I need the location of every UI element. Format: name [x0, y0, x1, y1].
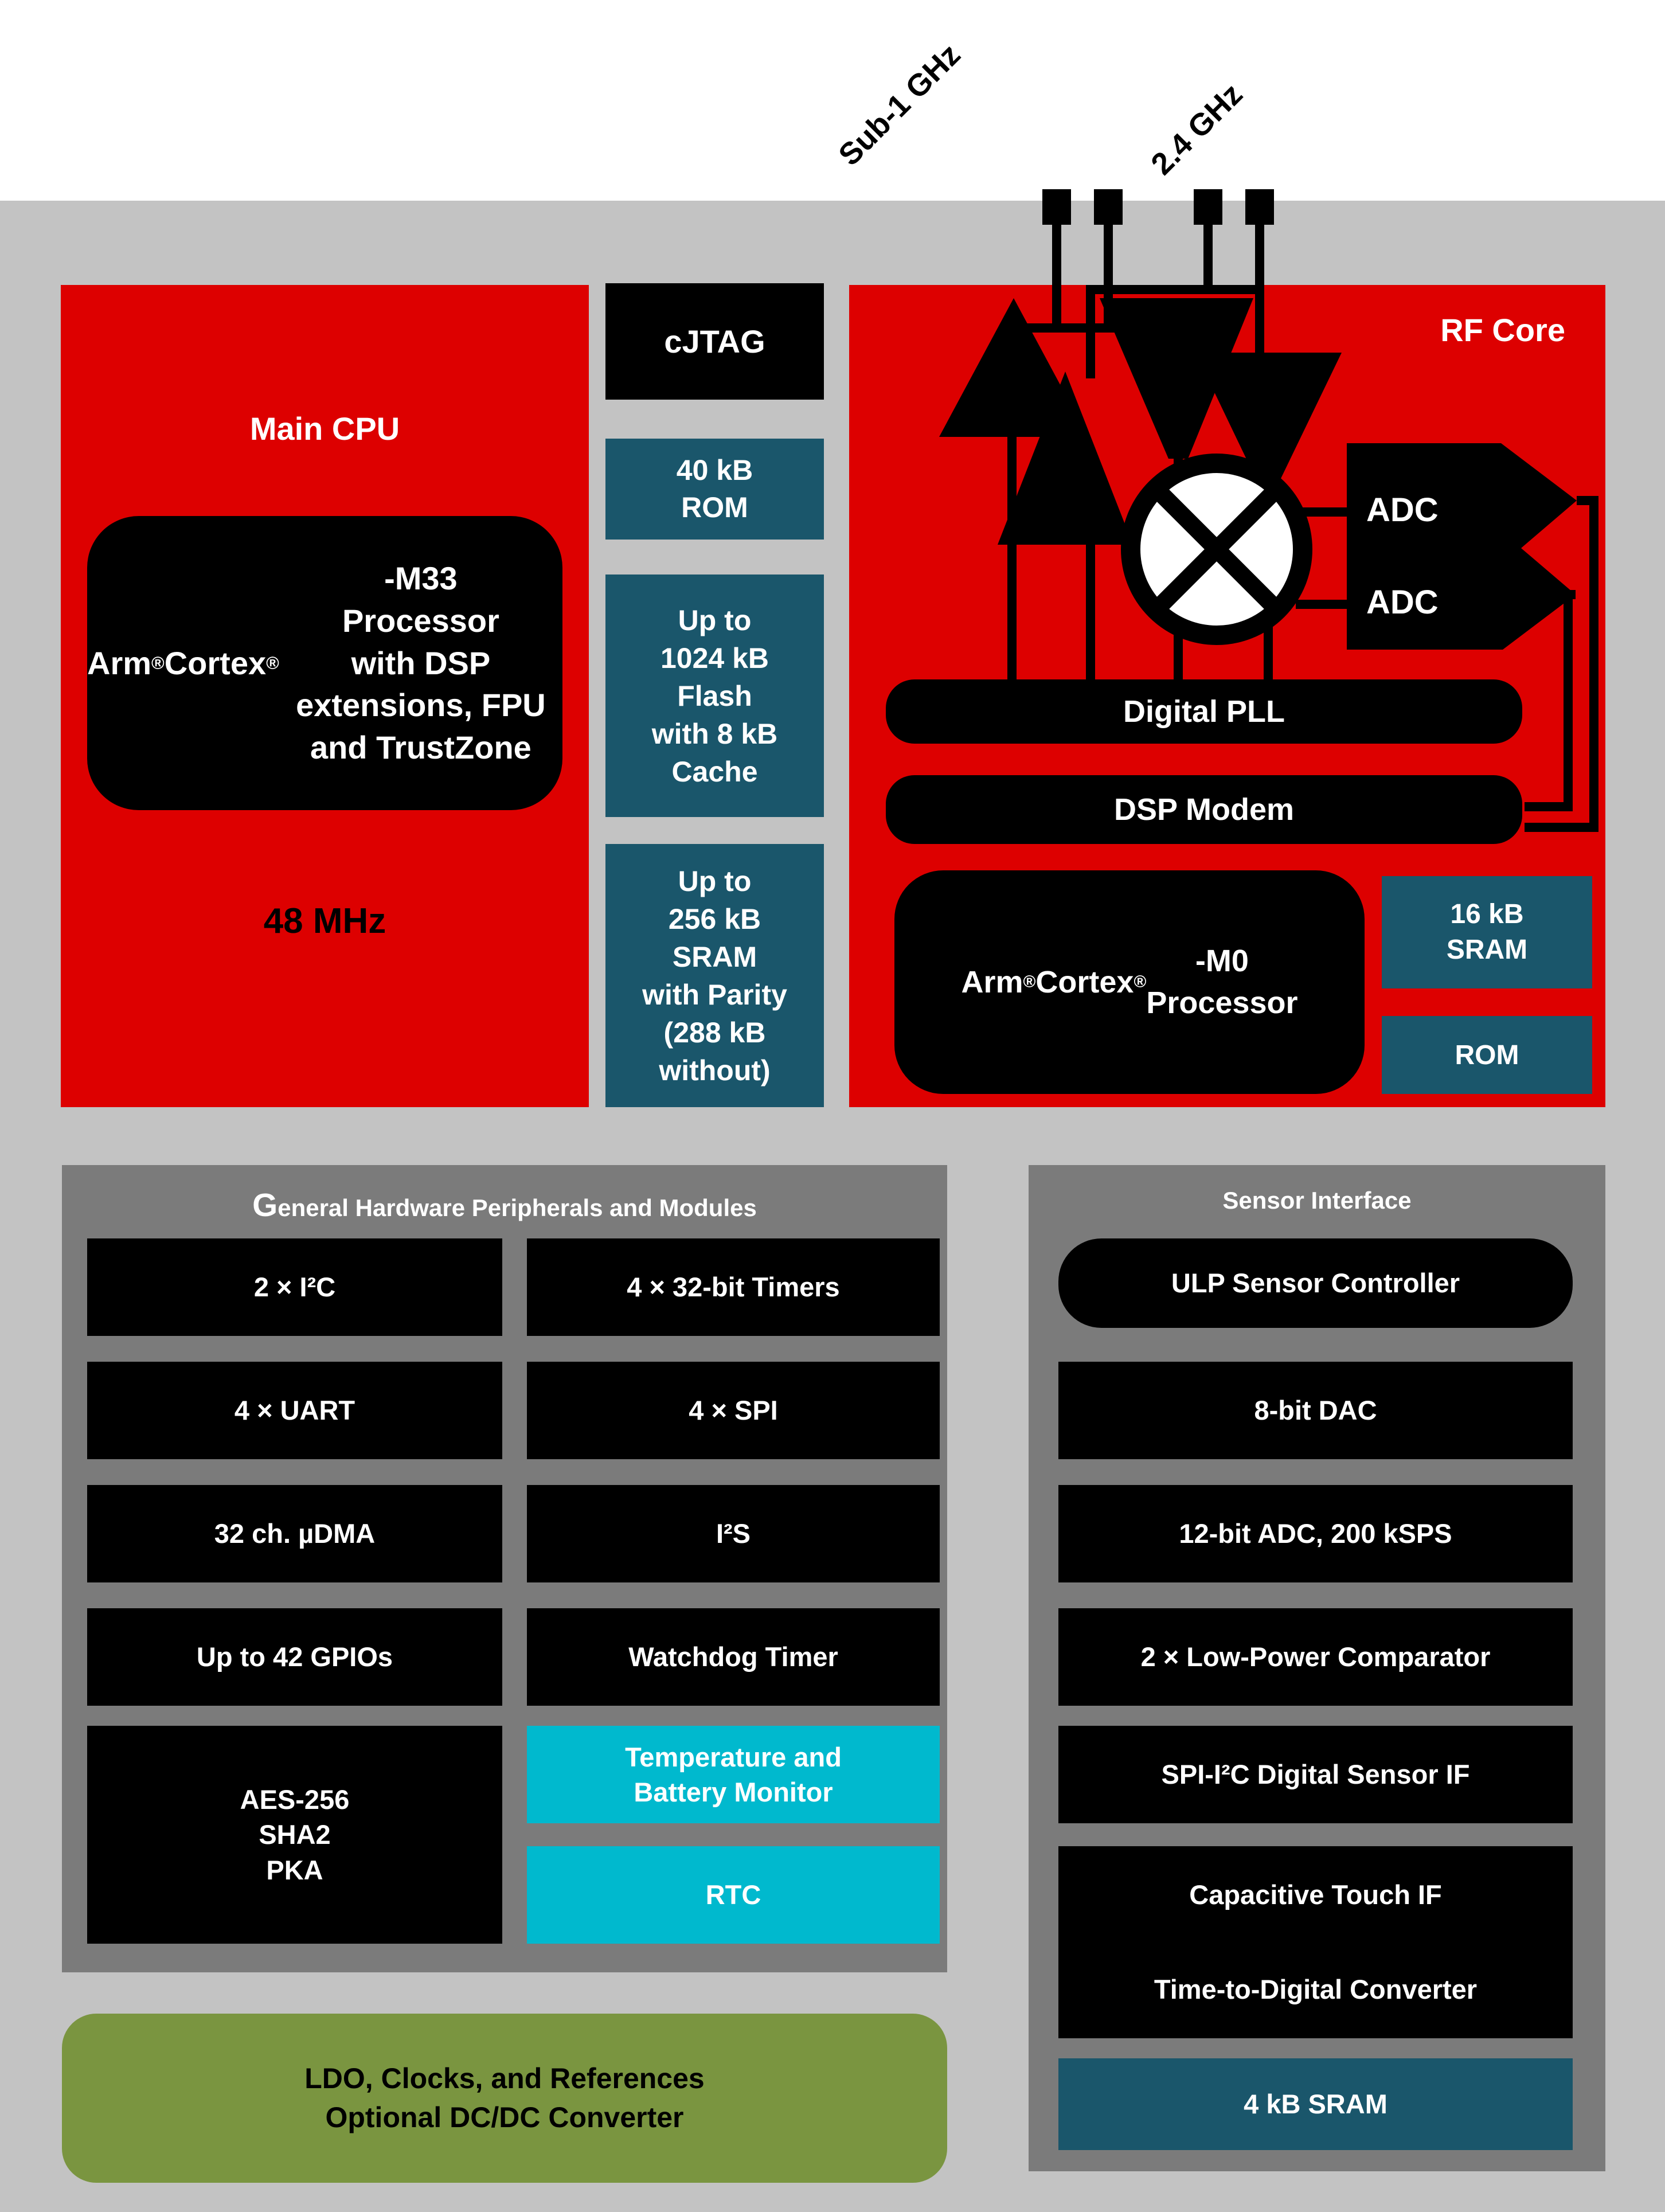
cjtag-block: cJTAG	[605, 283, 824, 400]
adc-label-bottom: ADC	[1366, 584, 1439, 621]
rom-40kb-block: 40 kB ROM	[605, 439, 824, 540]
sensor-sram-block: 4 kB SRAM	[1058, 2058, 1573, 2150]
flash-block: Up to 1024 kB Flash with 8 kB Cache	[605, 575, 824, 817]
udma-block: 32 ch. µDMA	[87, 1485, 502, 1582]
timers-block: 4 × 32-bit Timers	[527, 1238, 940, 1336]
i2s-block: I²S	[527, 1485, 940, 1582]
ldo-power-block: LDO, Clocks, and References Optional DC/…	[62, 2014, 947, 2183]
adc-label-top: ADC	[1366, 491, 1439, 529]
antenna-label-sub-1ghz: Sub-1 GHz	[832, 37, 967, 173]
cpu-frequency-label: 48 MHz	[263, 901, 386, 941]
rf-rom-block: ROM	[1382, 1016, 1592, 1094]
peripherals-title: General Hardware Peripherals and Modules	[252, 1187, 757, 1224]
sensor-interface-title: Sensor Interface	[1222, 1187, 1412, 1214]
cortex-m0-block: Arm ® Cortex ® -M0 Processor	[894, 870, 1365, 1094]
rf-core-content: RF Core ADC ADC Digital PLL DSP Modem Ar…	[849, 285, 1605, 1107]
adc-12bit-block: 12-bit ADC, 200 kSPS	[1058, 1485, 1573, 1582]
sensor-interface-panel: Sensor Interface ULP Sensor Controller 8…	[1029, 1165, 1605, 2171]
dsp-modem-block: DSP Modem	[886, 775, 1522, 844]
spi-i2c-sensor-if-block: SPI-I²C Digital Sensor IF	[1058, 1726, 1573, 1823]
ulp-sensor-controller-block: ULP Sensor Controller	[1058, 1238, 1573, 1328]
temp-battery-monitor-block: Temperature and Battery Monitor	[527, 1726, 940, 1823]
digital-pll-block: Digital PLL	[886, 679, 1522, 744]
uart-block: 4 × UART	[87, 1362, 502, 1459]
i2c-block: 2 × I²C	[87, 1238, 502, 1336]
antenna-label-2-4ghz: 2.4 GHz	[1144, 77, 1249, 182]
comparator-block: 2 × Low-Power Comparator	[1058, 1608, 1573, 1706]
sram-256kb-block: Up to 256 kB SRAM with Parity (288 kB wi…	[605, 844, 824, 1107]
spi-block: 4 × SPI	[527, 1362, 940, 1459]
rtc-block: RTC	[527, 1846, 940, 1944]
cortex-m33-block: Arm ® Cortex ® -M33 Processor with DSP exte…	[87, 516, 562, 810]
watchdog-block: Watchdog Timer	[527, 1608, 940, 1706]
main-cpu-title: Main CPU	[249, 411, 400, 447]
peripherals-panel: General Hardware Peripherals and Modules…	[62, 1165, 947, 1972]
dac-8bit-block: 8-bit DAC	[1058, 1362, 1573, 1459]
gpio-block: Up to 42 GPIOs	[87, 1608, 502, 1706]
rf-core-title: RF Core	[1440, 312, 1565, 348]
rf-sram-block: 16 kB SRAM	[1382, 876, 1592, 988]
time-to-digital-converter-block: Time-to-Digital Converter	[1058, 1941, 1573, 2038]
crypto-block: AES-256 SHA2 PKA	[87, 1726, 502, 1944]
main-cpu-panel: Main CPU Arm ® Cortex ® -M33 Processor with…	[61, 285, 589, 1107]
capacitive-touch-if-block: Capacitive Touch IF	[1058, 1846, 1573, 1944]
